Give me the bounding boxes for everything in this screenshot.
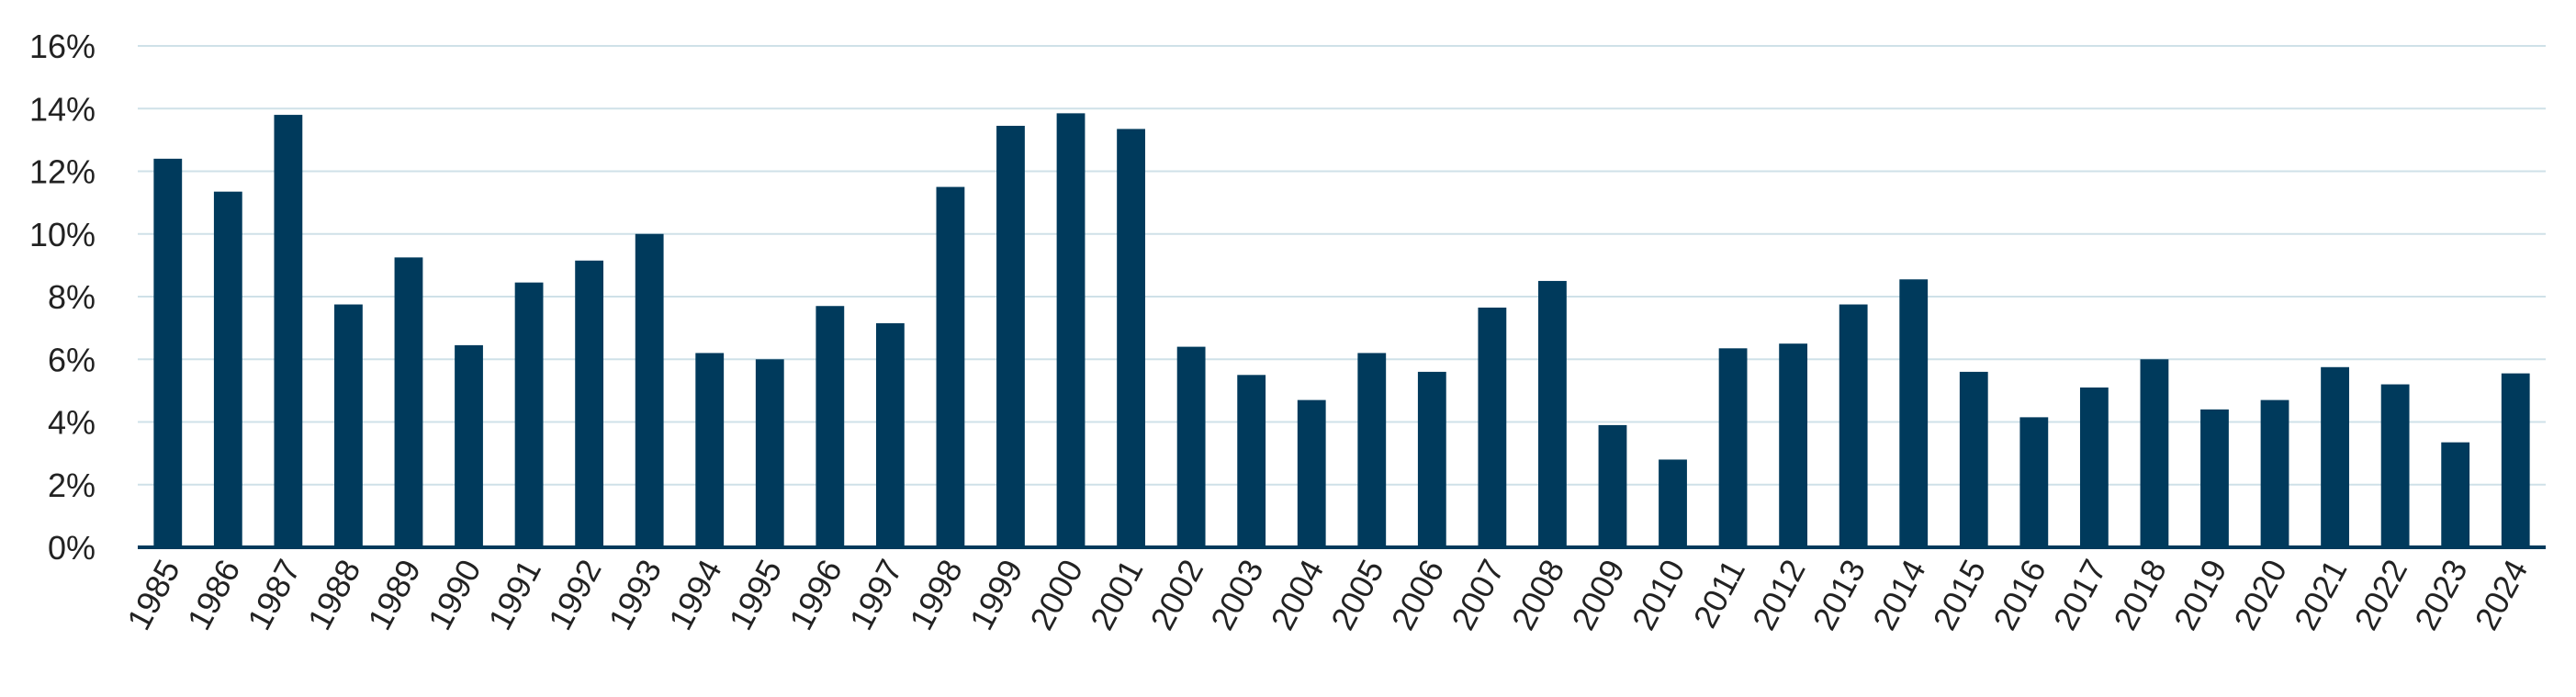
x-tick-label: 2022 bbox=[2346, 554, 2414, 636]
bar bbox=[1718, 348, 1748, 547]
x-tick-label: 2010 bbox=[1625, 554, 1693, 636]
bar bbox=[1117, 129, 1145, 547]
bar bbox=[274, 115, 303, 547]
bar bbox=[1176, 346, 1206, 547]
bar bbox=[1297, 399, 1326, 547]
x-tick-label: 1999 bbox=[962, 554, 1030, 636]
x-tick-label: 1998 bbox=[902, 554, 970, 636]
bar bbox=[1839, 304, 1868, 547]
x-tick-label: 2020 bbox=[2226, 554, 2294, 636]
bar bbox=[996, 126, 1025, 548]
bar bbox=[1659, 459, 1687, 547]
x-tick-label: 2000 bbox=[1022, 554, 1090, 636]
bar bbox=[2079, 387, 2109, 547]
x-tick-label: 2013 bbox=[1805, 554, 1873, 636]
bar bbox=[1779, 343, 1808, 547]
y-tick-label: 14% bbox=[29, 90, 96, 128]
bar bbox=[213, 191, 242, 547]
bar bbox=[2140, 359, 2169, 547]
bar bbox=[1237, 375, 1266, 547]
bar bbox=[2260, 399, 2289, 547]
x-tick-label: 1990 bbox=[421, 554, 489, 636]
x-tick-label: 1996 bbox=[782, 554, 849, 636]
y-tick-label: 8% bbox=[48, 278, 96, 316]
bar bbox=[394, 257, 423, 547]
x-tick-label: 2015 bbox=[1926, 554, 1994, 636]
x-tick-label: 2017 bbox=[2046, 554, 2114, 636]
bar bbox=[455, 344, 483, 547]
bar bbox=[575, 260, 604, 547]
x-tick-label: 2001 bbox=[1083, 554, 1151, 636]
x-tick-label: 2018 bbox=[2106, 554, 2174, 636]
x-tick-label: 2021 bbox=[2287, 554, 2355, 636]
x-tick-label: 1995 bbox=[722, 554, 790, 636]
bar bbox=[2441, 442, 2470, 547]
bar bbox=[2200, 409, 2229, 547]
y-tick-label: 10% bbox=[29, 216, 96, 253]
bar bbox=[875, 323, 905, 547]
y-tick-label: 4% bbox=[48, 404, 96, 442]
bar bbox=[936, 186, 965, 547]
bar bbox=[1538, 280, 1567, 547]
x-tick-label: 2024 bbox=[2467, 554, 2535, 636]
x-tick-label: 1986 bbox=[180, 554, 248, 636]
x-tick-label: 1994 bbox=[661, 554, 729, 636]
x-tick-label: 1991 bbox=[480, 554, 548, 636]
x-tick-label: 1988 bbox=[300, 554, 368, 636]
x-tick-label: 2016 bbox=[1985, 554, 2053, 636]
x-tick-label: 2006 bbox=[1384, 554, 1452, 636]
bar bbox=[2019, 417, 2049, 547]
bar bbox=[514, 282, 544, 547]
x-tick-label: 2014 bbox=[1865, 554, 1933, 636]
x-tick-label: 2011 bbox=[1686, 554, 1753, 635]
bar bbox=[755, 359, 784, 547]
x-tick-label: 2019 bbox=[2166, 554, 2234, 636]
bar bbox=[153, 158, 183, 547]
bar bbox=[816, 306, 845, 547]
y-tick-label: 16% bbox=[29, 28, 96, 65]
x-tick-label: 2002 bbox=[1142, 554, 1210, 636]
bar bbox=[1417, 371, 1446, 547]
bar bbox=[1478, 307, 1507, 547]
bar bbox=[1959, 371, 1988, 547]
x-tick-label: 1987 bbox=[240, 554, 308, 636]
y-tick-label: 0% bbox=[48, 529, 96, 567]
x-tick-label: 1985 bbox=[119, 554, 187, 636]
bar bbox=[334, 304, 363, 547]
x-tick-label: 2004 bbox=[1263, 554, 1331, 636]
x-tick-label: 1997 bbox=[842, 554, 910, 636]
y-tick-label: 2% bbox=[48, 467, 96, 504]
x-tick-label: 2009 bbox=[1564, 554, 1632, 636]
bar bbox=[1357, 353, 1387, 547]
bar bbox=[695, 353, 725, 547]
bar bbox=[1899, 279, 1929, 547]
y-tick-label: 6% bbox=[48, 341, 96, 378]
x-tick-label: 2005 bbox=[1323, 554, 1391, 636]
y-tick-label: 12% bbox=[29, 153, 96, 191]
x-tick-label: 1992 bbox=[541, 554, 609, 636]
bar bbox=[1598, 424, 1627, 547]
x-tick-label: 2008 bbox=[1504, 554, 1572, 636]
bar bbox=[2321, 366, 2349, 547]
x-tick-label: 1993 bbox=[601, 554, 669, 636]
x-tick-label: 2012 bbox=[1745, 554, 1813, 636]
x-tick-label: 1989 bbox=[360, 554, 428, 636]
x-tick-label: 2007 bbox=[1444, 554, 1512, 636]
bar bbox=[1056, 113, 1086, 548]
bar bbox=[635, 233, 664, 547]
x-tick-label: 2023 bbox=[2407, 554, 2475, 636]
x-tick-label: 2003 bbox=[1203, 554, 1271, 636]
bar bbox=[2380, 384, 2410, 547]
bar bbox=[2501, 373, 2530, 547]
